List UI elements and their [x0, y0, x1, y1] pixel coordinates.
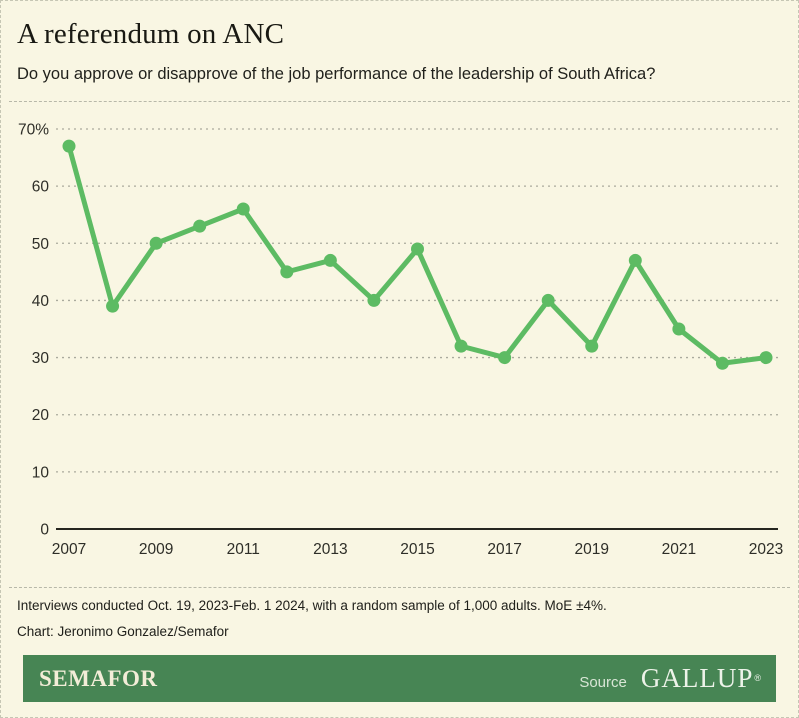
- semafor-logo: SEMAFOR: [39, 665, 158, 691]
- y-tick-label: 0: [40, 522, 49, 539]
- chart-subtitle: Do you approve or disapprove of the job …: [17, 65, 656, 83]
- x-tick-label: 2019: [575, 541, 609, 558]
- y-tick-label: 50: [32, 236, 50, 253]
- methodology-note: Interviews conducted Oct. 19, 2023-Feb. …: [17, 598, 607, 613]
- data-point: [411, 242, 424, 256]
- data-point: [672, 322, 686, 336]
- data-point: [454, 339, 468, 353]
- x-tick-label: 2021: [662, 541, 696, 558]
- brand-bar: SEMAFOR Source GALLUP®: [23, 655, 776, 702]
- y-tick-label: 40: [32, 293, 50, 310]
- y-tick-label: 10: [32, 464, 50, 481]
- page-title: A referendum on ANC: [17, 18, 285, 50]
- data-point: [367, 293, 381, 307]
- data-point: [323, 253, 337, 267]
- gallup-logo: GALLUP®: [640, 663, 761, 693]
- x-tick-label: 2007: [52, 541, 86, 558]
- y-tick-label: 70%: [18, 122, 49, 139]
- separator-bottom: [9, 587, 790, 588]
- data-point: [106, 299, 120, 313]
- data-point: [759, 351, 773, 365]
- data-point: [193, 219, 207, 233]
- y-tick-label: 20: [32, 407, 50, 424]
- registered-mark: ®: [754, 672, 761, 683]
- source-label: Source: [579, 674, 627, 691]
- data-point: [715, 356, 729, 370]
- data-point: [236, 202, 250, 216]
- x-tick-label: 2009: [139, 541, 173, 558]
- x-tick-label: 2015: [400, 541, 434, 558]
- line-chart: 0 10 20 30 40 50 60 70% 2007 2009 2011 2013 2015 2017…: [18, 122, 783, 559]
- data-point: [149, 236, 163, 250]
- y-tick-label: 60: [32, 179, 50, 196]
- data-point: [62, 139, 76, 153]
- x-tick-label: 2011: [227, 541, 260, 558]
- source-attribution: Source GALLUP®: [579, 663, 761, 694]
- data-point: [541, 293, 555, 307]
- credit-note: Chart: Jeronimo Gonzalez/Semafor: [17, 624, 229, 639]
- data-point: [585, 339, 599, 353]
- x-tick-label: 2023: [749, 541, 783, 558]
- data-point: [628, 253, 642, 267]
- x-tick-label: 2013: [313, 541, 347, 558]
- y-tick-label: 30: [32, 350, 50, 367]
- separator-top: [9, 101, 790, 102]
- x-tick-label: 2017: [487, 541, 521, 558]
- data-point: [498, 351, 512, 365]
- data-point: [280, 265, 294, 279]
